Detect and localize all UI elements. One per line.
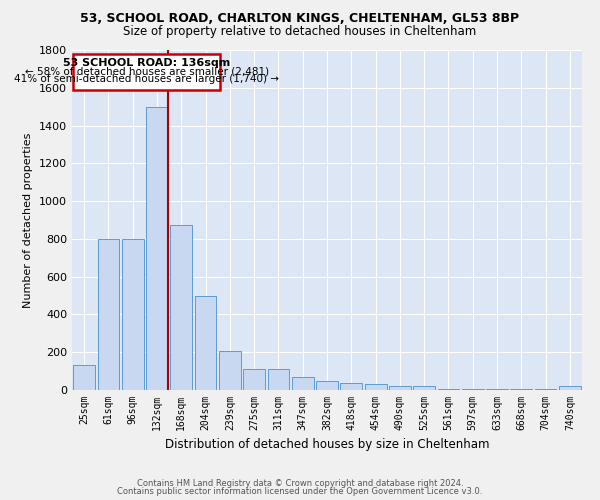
Text: Contains public sector information licensed under the Open Government Licence v3: Contains public sector information licen… xyxy=(118,487,482,496)
Bar xyxy=(486,389,508,390)
Bar xyxy=(219,352,241,390)
Bar xyxy=(437,389,460,390)
Bar xyxy=(413,386,435,390)
Text: 53 SCHOOL ROAD: 136sqm: 53 SCHOOL ROAD: 136sqm xyxy=(63,58,230,68)
Bar xyxy=(268,369,289,390)
Bar xyxy=(243,369,265,390)
Bar xyxy=(462,389,484,390)
Bar xyxy=(170,224,192,390)
Bar xyxy=(535,389,556,390)
Bar xyxy=(511,389,532,390)
Bar xyxy=(122,239,143,390)
Bar xyxy=(316,380,338,390)
Bar xyxy=(73,54,220,90)
Text: ← 58% of detached houses are smaller (2,481): ← 58% of detached houses are smaller (2,… xyxy=(25,66,269,76)
Bar xyxy=(389,386,411,390)
Text: 41% of semi-detached houses are larger (1,740) →: 41% of semi-detached houses are larger (… xyxy=(14,74,279,84)
Bar xyxy=(559,386,581,390)
Bar xyxy=(73,366,95,390)
Bar xyxy=(97,239,119,390)
Text: 53, SCHOOL ROAD, CHARLTON KINGS, CHELTENHAM, GL53 8BP: 53, SCHOOL ROAD, CHARLTON KINGS, CHELTEN… xyxy=(80,12,520,26)
Text: Contains HM Land Registry data © Crown copyright and database right 2024.: Contains HM Land Registry data © Crown c… xyxy=(137,478,463,488)
Bar xyxy=(292,377,314,390)
Y-axis label: Number of detached properties: Number of detached properties xyxy=(23,132,34,308)
Bar xyxy=(340,384,362,390)
Bar xyxy=(146,106,168,390)
Text: Size of property relative to detached houses in Cheltenham: Size of property relative to detached ho… xyxy=(124,25,476,38)
Bar xyxy=(365,384,386,390)
Bar xyxy=(194,296,217,390)
X-axis label: Distribution of detached houses by size in Cheltenham: Distribution of detached houses by size … xyxy=(165,438,489,452)
